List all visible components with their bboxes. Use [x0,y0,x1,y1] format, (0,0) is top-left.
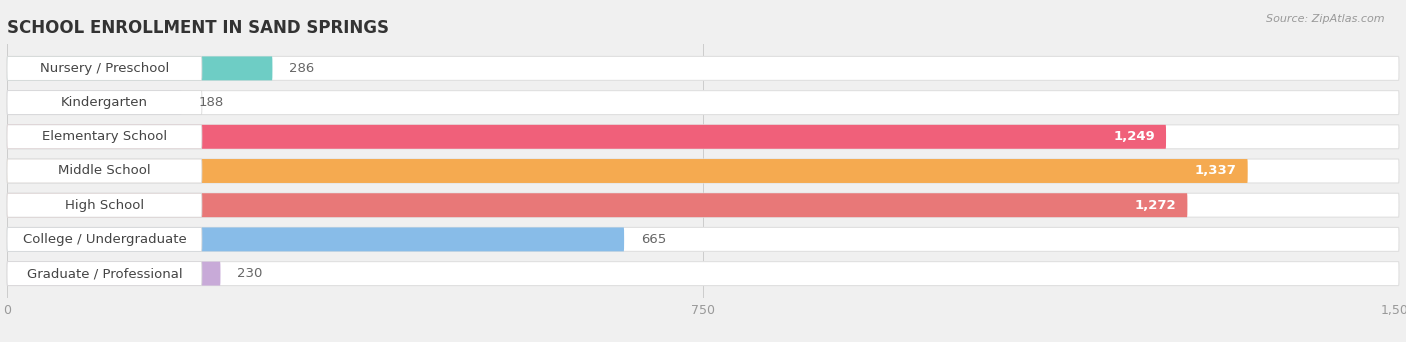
Text: 188: 188 [198,96,224,109]
FancyBboxPatch shape [7,227,1399,251]
FancyBboxPatch shape [7,159,1247,183]
Text: Elementary School: Elementary School [42,130,167,143]
FancyBboxPatch shape [7,125,1399,149]
Text: 1,337: 1,337 [1195,165,1237,177]
FancyBboxPatch shape [7,91,1399,115]
Text: 230: 230 [238,267,263,280]
Text: SCHOOL ENROLLMENT IN SAND SPRINGS: SCHOOL ENROLLMENT IN SAND SPRINGS [7,19,389,37]
FancyBboxPatch shape [7,193,1399,217]
FancyBboxPatch shape [7,262,1399,286]
FancyBboxPatch shape [7,159,1399,183]
Text: Graduate / Professional: Graduate / Professional [27,267,183,280]
FancyBboxPatch shape [7,193,1188,217]
FancyBboxPatch shape [7,262,202,286]
FancyBboxPatch shape [7,125,202,149]
FancyBboxPatch shape [7,56,1399,80]
FancyBboxPatch shape [7,262,221,286]
FancyBboxPatch shape [7,193,202,217]
FancyBboxPatch shape [7,91,181,115]
Text: Middle School: Middle School [58,165,150,177]
Text: 1,272: 1,272 [1135,199,1177,212]
Text: 286: 286 [290,62,315,75]
FancyBboxPatch shape [7,91,202,115]
Text: Kindergarten: Kindergarten [60,96,148,109]
FancyBboxPatch shape [7,125,1166,149]
FancyBboxPatch shape [7,227,202,251]
Text: High School: High School [65,199,143,212]
Text: 1,249: 1,249 [1114,130,1154,143]
Text: Nursery / Preschool: Nursery / Preschool [39,62,169,75]
Text: 665: 665 [641,233,666,246]
Text: Source: ZipAtlas.com: Source: ZipAtlas.com [1267,14,1385,24]
FancyBboxPatch shape [7,227,624,251]
FancyBboxPatch shape [7,159,202,183]
FancyBboxPatch shape [7,56,202,80]
Text: College / Undergraduate: College / Undergraduate [22,233,187,246]
FancyBboxPatch shape [7,56,273,80]
